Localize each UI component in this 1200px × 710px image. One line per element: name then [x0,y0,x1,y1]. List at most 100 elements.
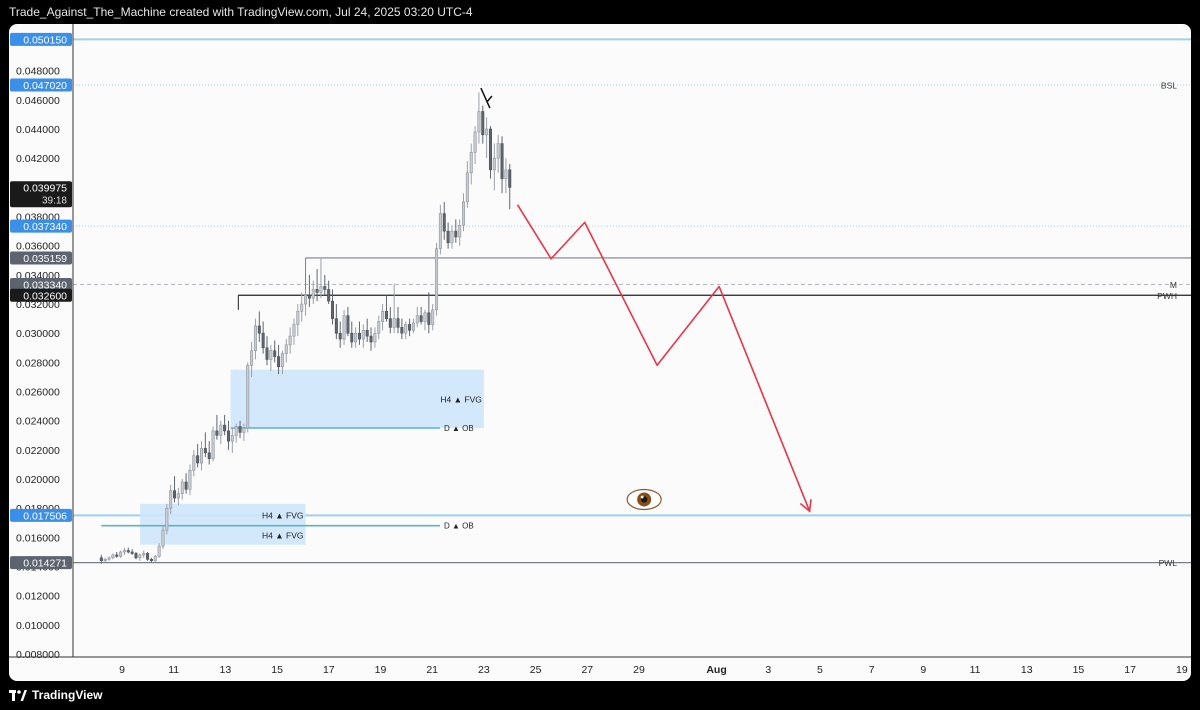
projection-polyline [516,204,811,512]
price-tick-label: 0.030000 [16,328,60,340]
time-tick-label: 13 [220,664,232,676]
candle-body [219,424,223,436]
candle-body [415,315,419,324]
candle-body [211,430,215,459]
candle-body [242,427,246,433]
candle-body [180,481,184,494]
candle-body [331,300,335,319]
price-badge-label: 0.032600 [23,290,67,302]
candle-body [126,550,130,553]
price-badge [10,219,72,233]
time-tick-label: 11 [970,664,981,676]
candle-body [122,550,126,553]
candle-body [500,143,504,179]
price-badge-label: 0.014271 [23,558,67,570]
candle-body [119,551,123,557]
candle-body [408,324,412,331]
candle-body [392,318,396,328]
candle-body [146,553,150,560]
candle-body [273,350,277,357]
candle-body [115,554,119,557]
tradingview-logo[interactable]: TradingView [9,688,102,702]
time-tick-label: 17 [323,664,335,676]
price-tick-label: 0.042000 [16,153,60,165]
price-badge-label: 0.037340 [23,221,67,233]
candle-body [226,430,230,442]
candle-body [488,128,492,171]
projection-arrowhead [799,499,812,513]
candle-body [188,470,192,490]
candle-body [230,435,234,442]
tradingview-brand: TradingView [32,688,103,702]
candle-body [400,327,404,334]
level-label: PWL [1159,558,1178,568]
attribution-bar: Trade_Against_The_Machine created with T… [0,0,1200,24]
fvg-zone [140,525,306,545]
time-tick-label: 7 [869,664,875,676]
price-badge-label: 0.039975 [23,183,67,195]
price-tick-label: 0.036000 [16,241,60,253]
candle-body [404,324,408,334]
order-block-label: D ▲ OB [444,424,474,433]
time-tick-label: 23 [478,664,490,676]
candle-body [354,332,358,343]
fvg-zone-label: H4 ▲ FVG [262,531,303,541]
candle-body [462,201,466,226]
candle-body [157,545,161,557]
price-tick-label: 0.020000 [16,474,60,486]
candle-body [246,364,250,429]
candle-body [446,230,450,244]
candle-body [442,213,446,232]
candle-body [176,493,180,499]
price-badge [10,556,72,570]
attribution-text: Trade_Against_The_Machine created with T… [9,5,473,19]
candle-body [373,332,377,343]
candle-body [200,448,204,464]
candle-body [184,481,188,490]
candle-body [311,289,315,299]
candle-body [265,347,269,360]
candle-body [504,169,508,179]
candle-body [450,230,454,244]
candle-body [234,426,238,436]
candle-body [284,344,288,354]
price-tick-label: 0.010000 [16,620,60,632]
time-tick-label: 15 [271,664,283,676]
candle-body [207,452,211,459]
price-badge [10,78,72,92]
price-tick-label: 0.044000 [16,124,60,136]
candle-body [103,558,107,562]
price-badge [10,181,72,208]
price-tick-label: 0.026000 [16,387,60,399]
candle-body [473,131,477,153]
time-tick-label: 11 [168,664,179,676]
time-tick-label: 25 [530,664,542,676]
price-badge-label: 0.035159 [23,253,67,265]
price-badge [10,508,72,522]
candle-body [192,455,196,471]
candle-body [377,321,381,334]
price-badge [10,32,72,46]
eye-marker [626,488,662,511]
candle-body [134,553,138,559]
time-tick-label: 5 [817,664,823,676]
price-badge-label: 0.033340 [23,279,67,291]
order-block-label: D ▲ OB [444,522,474,531]
price-tick-label: 0.028000 [16,357,60,369]
candle-body [149,558,153,562]
candle-body [138,554,142,559]
candle-body [388,318,392,328]
candle-body [508,169,512,188]
candle-body [257,325,261,334]
candle-body [296,311,300,325]
candle-body [338,332,342,340]
candle-body [261,332,265,349]
candle-body [381,311,385,322]
candle-body [130,551,134,554]
candle-body [438,213,442,249]
chart-panel[interactable]: BSL M PWH PWL H4 ▲ FVG H4 ▲ FVG H4 ▲ FVG D ▲ O… [9,24,1191,681]
time-tick-label: 29 [633,664,645,676]
price-tick-label: 0.008000 [16,649,60,661]
